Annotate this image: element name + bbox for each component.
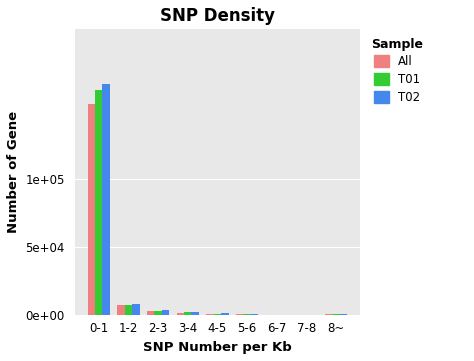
Bar [206,314,214,315]
Bar [332,314,340,315]
Bar [125,305,132,315]
Bar [117,305,125,315]
X-axis label: SNP Number per Kb: SNP Number per Kb [143,341,292,354]
Title: SNP Density: SNP Density [160,7,275,25]
Legend: All, T01, T02: All, T01, T02 [369,35,426,106]
Y-axis label: Number of Gene: Number of Gene [7,111,20,233]
Bar [147,311,155,315]
Bar [243,314,251,315]
Bar [251,314,258,315]
Bar [162,310,169,315]
Bar [214,314,221,315]
Bar [132,304,139,315]
Bar [340,314,347,315]
Bar [191,312,199,315]
Bar [325,314,332,315]
Bar [177,313,184,315]
Bar [236,314,243,315]
Bar [184,312,191,315]
Bar [221,313,228,315]
Bar [95,91,102,315]
Bar [102,84,110,315]
Bar [155,310,162,315]
Bar [88,104,95,315]
